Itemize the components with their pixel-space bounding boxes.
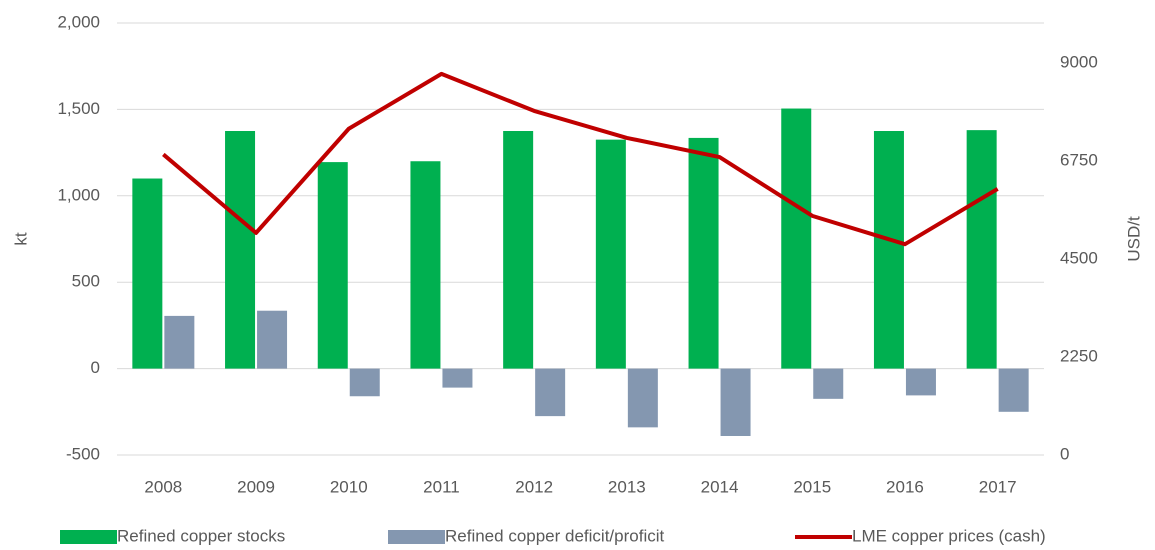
y2-tick-label: 4500 <box>1060 248 1098 267</box>
bar <box>905 368 936 396</box>
x-tick-label: 2015 <box>793 477 831 496</box>
bar <box>781 108 812 369</box>
legend-swatch <box>60 530 117 544</box>
y-tick-label: -500 <box>66 444 100 463</box>
y2-tick-label: 6750 <box>1060 150 1098 169</box>
bar <box>998 368 1029 412</box>
bar <box>132 178 163 369</box>
y2-tick-label: 0 <box>1060 444 1069 463</box>
bar <box>349 368 380 397</box>
y-tick-label: 500 <box>72 272 100 291</box>
legend-label: Refined copper stocks <box>117 526 285 545</box>
x-tick-label: 2008 <box>144 477 182 496</box>
x-tick-label: 2017 <box>979 477 1017 496</box>
legend-label: LME copper prices (cash) <box>852 526 1046 545</box>
y2-axis-label: USD/t <box>1124 216 1143 262</box>
line <box>162 71 999 247</box>
y-axis-label: kt <box>11 232 30 246</box>
y2-tick-label: 2250 <box>1060 346 1098 365</box>
bar <box>257 310 288 369</box>
x-tick-label: 2011 <box>423 477 460 496</box>
y2-tick-label: 9000 <box>1060 52 1098 71</box>
x-tick-label: 2013 <box>608 477 646 496</box>
bar <box>966 130 997 369</box>
bar <box>688 137 719 369</box>
x-tick-label: 2010 <box>330 477 368 496</box>
y-tick-label: 2,000 <box>57 12 100 31</box>
legend-label: Refined copper deficit/proficit <box>445 526 665 545</box>
legend-swatch <box>388 530 445 544</box>
y-tick-label: 1,500 <box>57 99 100 118</box>
y-tick-label: 0 <box>91 358 100 377</box>
y-tick-label: 1,000 <box>57 185 100 204</box>
x-tick-label: 2016 <box>886 477 924 496</box>
bar <box>535 368 566 417</box>
bar <box>225 131 256 369</box>
bar <box>317 162 348 369</box>
bar <box>595 139 626 369</box>
x-tick-label: 2014 <box>701 477 739 496</box>
x-tick-label: 2012 <box>515 477 553 496</box>
bar <box>720 368 751 436</box>
bar <box>442 368 473 388</box>
bar <box>410 161 441 369</box>
bar <box>503 131 534 369</box>
x-tick-label: 2009 <box>237 477 275 496</box>
bar <box>627 368 658 428</box>
bar <box>873 131 904 369</box>
bar <box>164 315 195 369</box>
bar <box>813 368 844 399</box>
